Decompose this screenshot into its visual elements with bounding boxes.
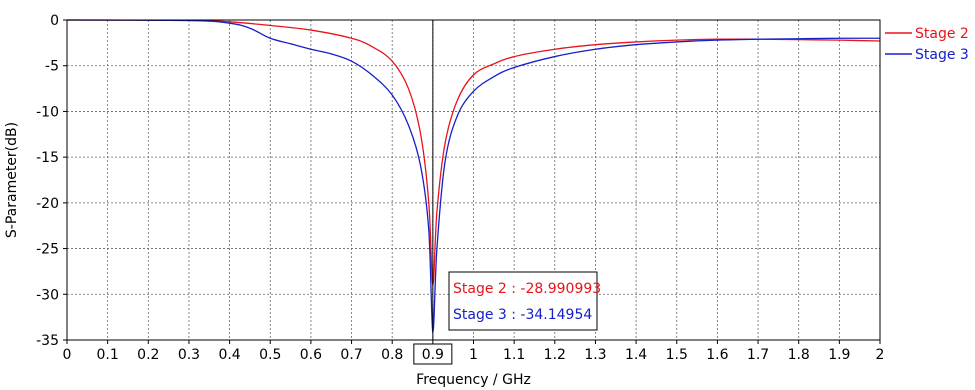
y-tick-label: -25 — [36, 242, 59, 258]
x-axis-title: Frequency / GHz — [416, 372, 531, 388]
y-axis-title: S-Parameter(dB) — [4, 122, 20, 238]
x-tick-label: 0.5 — [259, 347, 281, 363]
legend-label: Stage 3 — [915, 47, 969, 63]
marker-layer: Stage 2 : -28.990993 Stage 3 : -34.14954 — [432, 20, 601, 340]
x-tick-label: 0 — [63, 347, 72, 363]
x-tick-label: 1.8 — [788, 347, 810, 363]
y-tick-label: -10 — [36, 104, 59, 120]
x-tick-label: 0.3 — [178, 347, 200, 363]
y-tick-label: -30 — [36, 287, 59, 303]
x-tick-label: 1 — [469, 347, 478, 363]
highlighted-tick-box — [413, 343, 453, 365]
y-tick-label: 0 — [50, 13, 59, 29]
legend-label: Stage 2 — [915, 26, 969, 42]
y-tick-label: -5 — [45, 59, 59, 75]
x-tick-label: 1.4 — [625, 347, 647, 363]
series-line-stage-2 — [66, 19, 881, 286]
y-tick-label: -15 — [36, 150, 59, 166]
x-tick-label: 1.2 — [544, 347, 566, 363]
x-tick-label: 0.1 — [97, 347, 119, 363]
series-line-stage-3 — [66, 19, 880, 333]
legend: Stage 2 Stage 3 — [885, 26, 969, 63]
x-tick-label: 0.4 — [218, 347, 240, 363]
x-tick-label: 1.9 — [828, 347, 850, 363]
x-tick-label: 0.2 — [137, 347, 159, 363]
plot-frame — [66, 19, 881, 341]
x-tick-label: 1.3 — [584, 347, 606, 363]
y-tick-label: -20 — [36, 196, 59, 212]
x-tick-label: 1.6 — [706, 347, 728, 363]
x-tick-label: 1.5 — [666, 347, 688, 363]
marker-readout-stage-3: Stage 3 : -34.14954 — [453, 307, 592, 323]
x-tick-label: 0.8 — [381, 347, 403, 363]
x-tick-label: 0.6 — [300, 347, 322, 363]
x-tick-label: 1.1 — [503, 347, 525, 363]
marker-readout-box — [448, 271, 598, 331]
axes: 0 0.1 0.2 0.3 0.4 0.5 0.6 0.7 0.8 0.9 1 1.1 1.2 1.3 1.… — [4, 13, 884, 388]
y-tick-label: -35 — [36, 333, 59, 349]
x-tick-label: 1.7 — [747, 347, 769, 363]
x-tick-label: 0.9 — [422, 347, 444, 363]
series-layer — [66, 19, 881, 333]
x-tick-label: 0.7 — [340, 347, 362, 363]
marker-readout-stage-2: Stage 2 : -28.990993 — [453, 281, 601, 297]
x-tick-label: 2 — [876, 347, 885, 363]
